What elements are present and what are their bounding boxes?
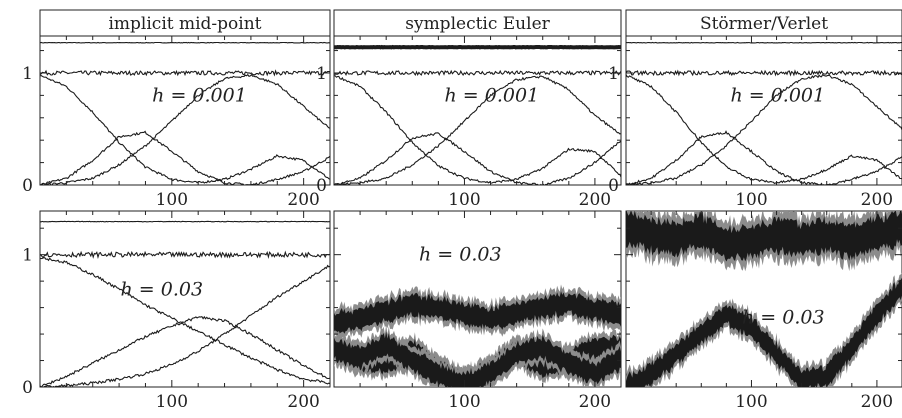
- y-tick-label: 1: [608, 64, 619, 84]
- x-tick-label: 100: [735, 392, 767, 412]
- series-2-line: [626, 69, 902, 77]
- panel-title: symplectic Euler: [405, 14, 550, 34]
- plot-area: [40, 41, 330, 185]
- panel-4: 100 200 0 1 h = 0.03: [22, 210, 331, 412]
- plot-area: [626, 41, 902, 185]
- series-2-line: [40, 69, 330, 77]
- y-tick-label: 0: [22, 378, 33, 398]
- y-tick-label: 1: [22, 64, 33, 84]
- x-tick-label: 200: [861, 392, 893, 412]
- series-1-line: [40, 220, 330, 223]
- series-2-line: [40, 250, 330, 260]
- step-size-annotation: h = 0.03: [419, 243, 502, 265]
- series-2-line: [334, 69, 621, 77]
- x-tick-label: 100: [448, 190, 480, 210]
- x-tick-label: 200: [861, 190, 893, 210]
- plot-area: [334, 44, 621, 185]
- panel-frame: [39, 9, 331, 186]
- panel-frame: [39, 210, 331, 388]
- series-5-line: [41, 264, 330, 387]
- x-tick-label: 200: [579, 392, 611, 412]
- x-tick-label: 100: [156, 392, 188, 412]
- series-4-line: [40, 130, 330, 185]
- series-3-line: [334, 75, 621, 184]
- step-size-annotation: h = 0.03: [742, 307, 825, 329]
- series-3-band: [334, 331, 621, 387]
- step-size-annotation: h = 0.001: [730, 85, 825, 107]
- series-1-band: [626, 211, 902, 262]
- plot-area: [626, 211, 902, 387]
- x-tick-label: 100: [156, 190, 188, 210]
- x-tick-label: 100: [448, 392, 480, 412]
- step-size-annotation: h = 0.03: [121, 278, 204, 300]
- y-tick-label: 0: [22, 176, 33, 196]
- series-3-line: [40, 257, 330, 385]
- x-tick-label: 200: [287, 190, 319, 210]
- y-tick-label: 1: [316, 64, 327, 84]
- series-4-line: [334, 132, 621, 185]
- panel-frame: [333, 9, 622, 186]
- step-size-annotation: h = 0.001: [445, 85, 540, 107]
- series-4-line: [626, 130, 902, 185]
- panel-6: 100 200 h = 0.03: [625, 210, 902, 412]
- series-2-band: [626, 277, 902, 387]
- y-tick-label: 0: [316, 176, 327, 196]
- y-tick-label: 1: [22, 246, 33, 266]
- panel-5: 100 200 h = 0.03: [333, 210, 622, 412]
- series-4-line: [40, 315, 330, 387]
- panel-frame: [625, 210, 902, 388]
- x-tick-label: 100: [735, 190, 767, 210]
- series-5-line: [40, 73, 330, 185]
- series-5-line: [626, 73, 902, 185]
- panel-3: Störmer/Verlet 100 200 0 1 h = 0.001: [608, 9, 902, 210]
- panel-title: Störmer/Verlet: [700, 14, 828, 34]
- series-5-line: [334, 75, 621, 185]
- series-3-line: [626, 74, 902, 185]
- series-1-band: [334, 291, 621, 334]
- step-size-annotation: h = 0.001: [152, 85, 247, 107]
- y-tick-label: 0: [608, 176, 619, 196]
- x-tick-label: 200: [287, 392, 319, 412]
- panel-frame: [625, 9, 902, 186]
- series-3-line: [40, 75, 330, 184]
- x-tick-label: 200: [579, 190, 611, 210]
- plot-area: [40, 220, 330, 387]
- plot-area: [334, 284, 621, 387]
- panel-title: implicit mid-point: [108, 14, 261, 34]
